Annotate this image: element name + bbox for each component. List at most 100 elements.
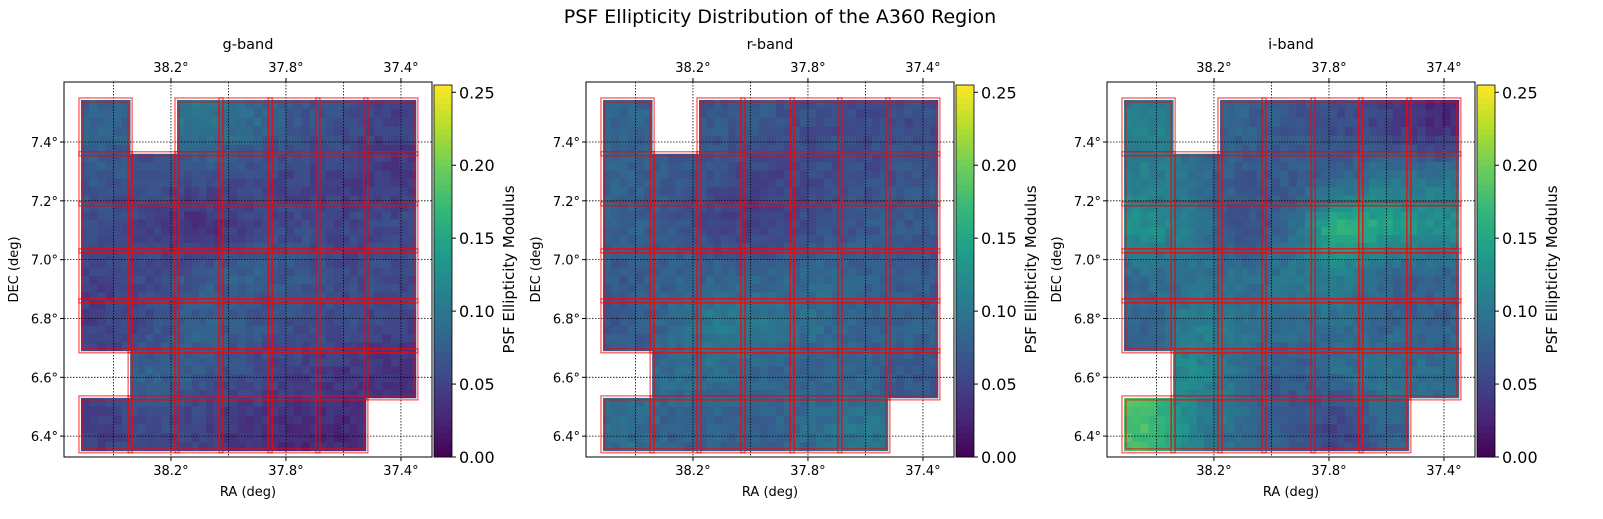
heatmap-cell: [1376, 170, 1386, 180]
heatmap-cell: [1392, 275, 1402, 285]
heatmap-cell: [198, 227, 207, 236]
heatmap-cell: [929, 178, 939, 188]
heatmap-cell: [652, 219, 661, 228]
heatmap-cell: [1140, 235, 1149, 244]
heatmap-cell: [1180, 195, 1190, 205]
heatmap-cell: [879, 187, 889, 196]
heatmap-cell: [130, 397, 139, 408]
heatmap-cell: [245, 406, 255, 416]
heatmap-cell: [153, 325, 162, 335]
heatmap-cell: [759, 390, 768, 399]
heatmap-cell: [333, 144, 343, 155]
heatmap-cell: [317, 99, 327, 110]
heatmap-cell: [1360, 292, 1370, 302]
heatmap-cell: [220, 406, 230, 416]
heatmap-cell: [683, 366, 692, 375]
heatmap-cell: [1442, 275, 1451, 285]
heatmap-cell: [325, 342, 335, 352]
heatmap-cell: [130, 406, 139, 416]
heatmap-cell: [728, 195, 737, 205]
heatmap-cell: [1180, 317, 1190, 327]
heatmap-cell: [879, 317, 889, 327]
heatmap-cell: [121, 284, 131, 293]
colorbar-tick-label: 0.15: [459, 229, 495, 248]
heatmap-cell: [341, 406, 351, 416]
heatmap-cell: [659, 275, 669, 285]
y-tick-label: 7.0°: [553, 254, 580, 269]
heatmap-cell: [1123, 334, 1133, 343]
heatmap-cell: [929, 227, 939, 236]
colorbar-segment: [956, 109, 974, 117]
heatmap-cell: [1140, 108, 1149, 119]
heatmap-cell: [1337, 187, 1346, 196]
heatmap-cell: [399, 203, 408, 212]
heatmap-cell: [294, 227, 303, 236]
heatmap-cell: [399, 153, 408, 163]
heatmap-cell: [691, 284, 700, 293]
heatmap-cell: [237, 227, 246, 236]
heatmap-cell: [652, 374, 661, 383]
heatmap-cell: [1156, 292, 1166, 302]
heatmap-cell: [153, 267, 162, 277]
heatmap-cell: [245, 235, 255, 244]
heatmap-cell: [294, 187, 303, 196]
heatmap-cell: [1212, 275, 1221, 285]
heatmap-cell: [213, 275, 222, 285]
heatmap-cell: [1329, 292, 1338, 302]
heatmap-cell: [184, 334, 193, 343]
heatmap-cell: [245, 300, 255, 310]
heatmap-cell: [270, 195, 279, 205]
heatmap-cell: [896, 284, 905, 293]
heatmap-cell: [1156, 117, 1166, 128]
heatmap-cell: [220, 126, 230, 137]
heatmap-cell: [1280, 259, 1289, 268]
heatmap-cell: [382, 374, 392, 383]
heatmap-cell: [80, 135, 90, 146]
heatmap-cell: [783, 374, 793, 383]
heatmap-cell: [1344, 334, 1354, 343]
heatmap-cell: [635, 126, 645, 137]
heatmap-cell: [1180, 187, 1190, 196]
heatmap-cell: [1296, 211, 1306, 220]
heatmap-cell: [879, 153, 889, 163]
heatmap-cell: [675, 442, 684, 452]
heatmap-cell: [145, 178, 154, 188]
heatmap-cell: [89, 317, 98, 327]
heatmap-cell: [390, 235, 400, 244]
heatmap-cell: [1450, 300, 1460, 310]
heatmap-cell: [399, 374, 408, 383]
heatmap-cell: [1329, 275, 1338, 285]
heatmap-cell: [728, 187, 737, 196]
heatmap-cell: [1329, 267, 1338, 277]
heatmap-cell: [317, 126, 327, 137]
heatmap-cell: [1376, 309, 1386, 318]
heatmap-cell: [145, 350, 154, 360]
heatmap-cell: [80, 242, 90, 252]
heatmap-cell: [184, 292, 193, 302]
heatmap-cell: [261, 126, 271, 137]
heatmap-cell: [800, 292, 809, 302]
heatmap-cell: [904, 334, 914, 343]
heatmap-cell: [374, 235, 383, 244]
heatmap-cell: [706, 153, 715, 163]
heatmap-cell: [1288, 153, 1298, 163]
heatmap-cell: [176, 397, 185, 408]
heatmap-cell: [759, 275, 768, 285]
heatmap-cell: [97, 259, 106, 268]
heatmap-cell: [270, 350, 279, 360]
heatmap-cell: [184, 358, 193, 367]
heatmap-cell: [912, 162, 922, 171]
heatmap-cell: [245, 390, 255, 399]
heatmap-cell: [1219, 162, 1228, 171]
heatmap-cell: [206, 358, 215, 367]
colorbar-tick-label: 0.20: [981, 156, 1017, 175]
heatmap-cell: [1450, 187, 1460, 196]
heatmap-cell: [1219, 250, 1228, 260]
heatmap-cell: [1352, 235, 1362, 244]
heatmap-cell: [270, 424, 279, 434]
heatmap-cell: [1337, 99, 1346, 110]
heatmap-cell: [667, 366, 676, 375]
heatmap-cell: [847, 235, 857, 244]
heatmap-cell: [270, 144, 279, 155]
heatmap-cell: [871, 178, 881, 188]
